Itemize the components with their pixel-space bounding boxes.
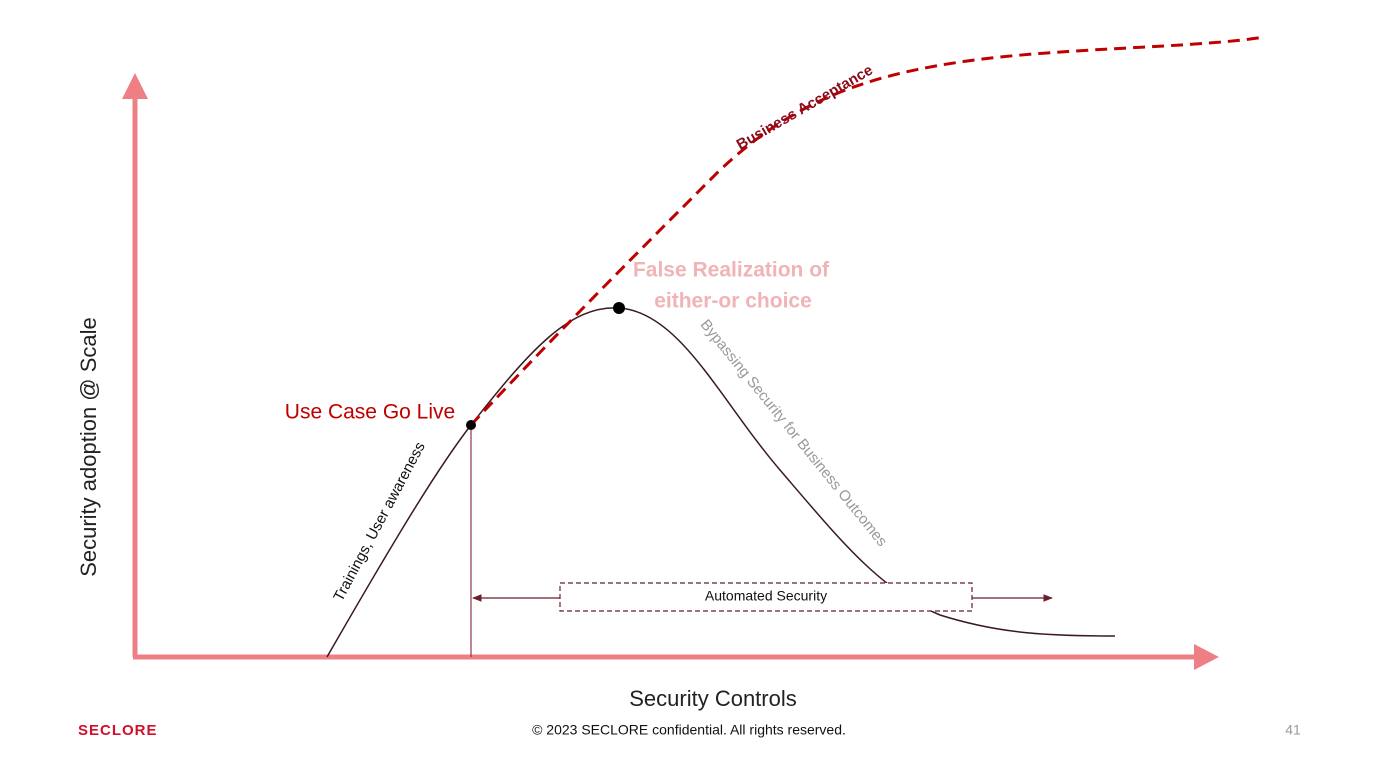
- logo: SECLORE: [78, 722, 158, 739]
- x-axis-arrow: [1194, 644, 1219, 670]
- y-axis-label: Security adoption @ Scale: [76, 317, 101, 577]
- axes: [122, 73, 1219, 670]
- point-label: False Realization of: [633, 259, 830, 282]
- curve-label: Trainings, User awareness: [330, 439, 429, 604]
- peak-dot: [613, 302, 625, 314]
- adoption-curve: [326, 307, 1116, 658]
- range-label: Automated Security: [705, 588, 827, 604]
- point-label: either-or choice: [654, 290, 812, 313]
- copyright: © 2023 SECLORE confidential. All rights …: [532, 722, 846, 738]
- business-acceptance-curve: [469, 35, 1266, 427]
- go-live-dot: [466, 420, 476, 430]
- y-axis-arrow: [122, 73, 148, 99]
- curve-label: Business Acceptance: [734, 62, 876, 154]
- curve-label: Bypassing Security for Business Outcomes: [697, 316, 891, 550]
- x-axis-label: Security Controls: [629, 686, 797, 711]
- range-box: [559, 582, 973, 612]
- point-label: Use Case Go Live: [285, 401, 455, 424]
- page-number: 41: [1285, 722, 1301, 738]
